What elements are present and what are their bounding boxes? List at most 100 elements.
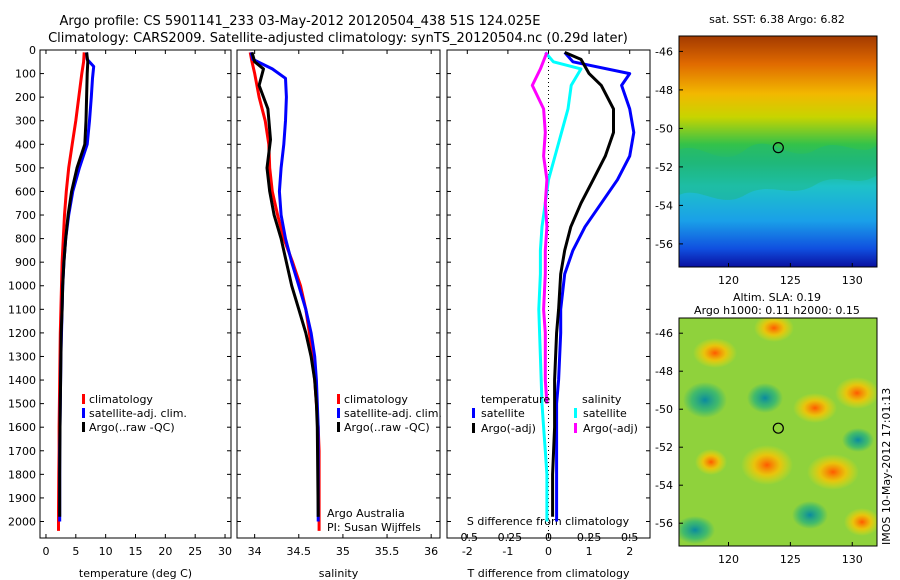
timestamp-stamp: IMOS 10-May-2012 17:01:13 <box>880 388 893 545</box>
sla-high-spot <box>695 449 727 475</box>
sla-high-spot <box>835 377 877 409</box>
p3-xtick-label: 2 <box>626 545 633 558</box>
legend-label: climatology <box>89 393 153 406</box>
legend-swatch <box>82 408 85 418</box>
depth-tick-label: 200 <box>15 91 36 104</box>
m2-lon-tick-label: 120 <box>718 553 739 566</box>
legend-label: satellite-adj. clim. <box>89 407 187 420</box>
depth-tick-label: 900 <box>15 256 36 269</box>
depth-tick-label: 600 <box>15 185 36 198</box>
depth-tick-label: 500 <box>15 162 36 175</box>
m1-lon-tick-label: 125 <box>780 274 801 287</box>
p2-xtick-label: 36 <box>424 545 438 558</box>
sla-low-spot <box>683 382 727 418</box>
legend-swatch <box>472 423 475 433</box>
salinity-panel: 34 34.5 35 35.5 36 salinity climatologysatelli… <box>236 49 442 580</box>
sla-map-title-1: Altim. SLA: 0.19 <box>733 291 821 304</box>
sla-low-spot <box>842 428 874 452</box>
legend-label: Argo(..raw -QC) <box>344 421 430 434</box>
p3-xtick-label: -1 <box>502 545 513 558</box>
p2-xtick-label: 35 <box>336 545 350 558</box>
m2-lat-tick-label: -46 <box>655 327 673 340</box>
depth-tick-label: 1700 <box>8 445 36 458</box>
depth-tick-label: 1600 <box>8 421 36 434</box>
legend-group-title: temperature <box>481 393 550 406</box>
depth-tick-label: 1300 <box>8 350 36 363</box>
m1-lat-tick-label: -52 <box>655 161 673 174</box>
sla-high-spot <box>693 338 737 368</box>
depth-tick-label: 1200 <box>8 327 36 340</box>
m1-lon-tick-label: 130 <box>842 274 863 287</box>
salinity-diff-tick-label: 0.25 <box>577 531 602 544</box>
depth-tick-label: 800 <box>15 233 36 246</box>
p1-xtick-label: 25 <box>188 545 202 558</box>
legend-swatch <box>82 422 85 432</box>
p2-xtick-label: 35.5 <box>375 545 400 558</box>
p2-xtick-label: 34 <box>248 545 262 558</box>
legend-swatch <box>82 394 85 404</box>
temperature-panel: 0100200300400500600700800900100011001200… <box>8 44 232 580</box>
legend-swatch <box>472 408 475 418</box>
p3-xtick-label: -2 <box>462 545 473 558</box>
legend-swatch <box>574 408 577 418</box>
p2-frame <box>236 49 441 539</box>
p1-xtick-label: 5 <box>72 545 79 558</box>
p2-argo-raw-qc--line <box>250 51 320 517</box>
depth-tick-label: 100 <box>15 68 36 81</box>
m2-frame <box>678 317 878 547</box>
p1-frame <box>39 49 232 539</box>
legend-swatch <box>337 422 340 432</box>
p2-xtick-label: 34.5 <box>287 545 312 558</box>
p1-xtick-label: 10 <box>99 545 113 558</box>
sla-high-spot <box>844 508 877 536</box>
depth-tick-label: 0 <box>29 44 36 57</box>
salinity-annotation: PI: Susan Wijffels <box>327 521 421 534</box>
p3-temperature-satellite-line <box>555 51 636 522</box>
sla-low-spot <box>792 501 828 529</box>
p3-xlabel: T difference from climatology <box>467 567 630 580</box>
sst-map-field <box>679 36 877 267</box>
m2-lon-tick-label: 125 <box>780 553 801 566</box>
salinity-diff-tick-label: 0 <box>545 531 552 544</box>
argo-location-marker <box>772 142 784 154</box>
m2-lon-tick-label: 130 <box>842 553 863 566</box>
m1-lat-tick-label: -48 <box>655 84 673 97</box>
sla-high-spot <box>793 393 837 423</box>
p3-xtick-label: 0 <box>545 545 552 558</box>
sla-low-spot <box>679 516 715 544</box>
depth-tick-label: 2000 <box>8 515 36 528</box>
sla-high-spot <box>754 318 794 342</box>
depth-tick-label: 400 <box>15 138 36 151</box>
figure-subtitle: Climatology: CARS2009. Satellite-adjuste… <box>48 31 628 46</box>
depth-tick-label: 1900 <box>8 492 36 505</box>
m2-lat-tick-label: -52 <box>655 441 673 454</box>
p1-argo-raw-qc--line <box>58 52 90 517</box>
p3-salinity-argo-adj--line <box>530 51 549 404</box>
p2-satellite-adj-clim--line <box>249 52 320 522</box>
legend-label: Argo(..raw -QC) <box>89 421 175 434</box>
sst-map-panel: sat. SST: 6.38 Argo: 6.82 120 125 130 -46 -4… <box>655 13 878 287</box>
m1-lat-tick-label: -54 <box>655 199 673 212</box>
legend-label: climatology <box>344 393 408 406</box>
sla-map-panel: Altim. SLA: 0.19 Argo h1000: 0.11 h2000:… <box>655 291 878 566</box>
m1-lat-tick-label: -56 <box>655 238 673 251</box>
m2-lat-tick-label: -56 <box>655 517 673 530</box>
salinity-diff-tick-label: 0.5 <box>621 531 639 544</box>
m1-lat-tick-label: -50 <box>655 122 673 135</box>
depth-tick-label: 1100 <box>8 303 36 316</box>
legend-swatch <box>574 423 577 433</box>
figure-title: Argo profile: CS 5901141_233 03-May-2012… <box>59 14 540 29</box>
sla-low-spot <box>747 383 783 413</box>
legend-label: satellite <box>481 407 525 420</box>
p1-xtick-label: 15 <box>129 545 143 558</box>
m2-lat-tick-label: -50 <box>655 403 673 416</box>
p1-xtick-label: 0 <box>42 545 49 558</box>
depth-tick-label: 1400 <box>8 374 36 387</box>
depth-tick-label: 1500 <box>8 398 36 411</box>
legend-label: satellite <box>583 407 627 420</box>
p3-salinity-satellite-line <box>537 51 583 522</box>
legend-swatch <box>337 394 340 404</box>
p1-xtick-label: 20 <box>158 545 172 558</box>
salinity-diff-tick-label: -0.5 <box>457 531 478 544</box>
